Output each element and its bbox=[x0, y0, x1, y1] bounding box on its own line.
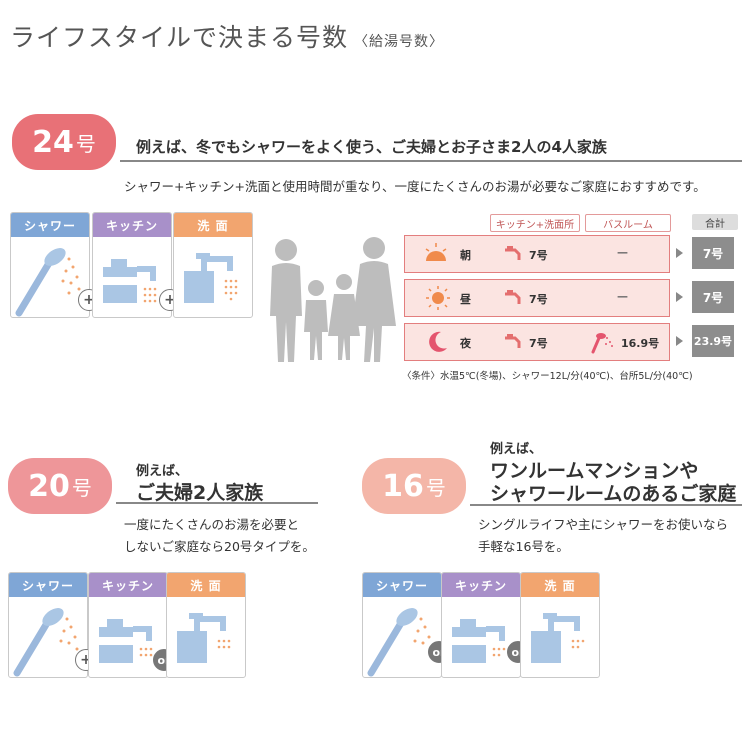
faucet-icon bbox=[505, 334, 521, 348]
row-kitchen-value: 7号 bbox=[529, 293, 548, 306]
kitchen-card-label: キッチン bbox=[93, 213, 171, 237]
washroom-faucet-icon bbox=[177, 613, 231, 663]
washroom-card: 洗 面 bbox=[173, 212, 253, 318]
washroom-faucet-icon bbox=[184, 253, 238, 303]
plan20-desc-2: しないご家庭なら20号タイプを。 bbox=[124, 539, 315, 554]
divider bbox=[116, 502, 318, 504]
shower-card: シャワー bbox=[10, 212, 90, 318]
kitchen-faucet-icon bbox=[103, 259, 157, 303]
plan16-lead-1: 例えば、 bbox=[490, 442, 543, 457]
plan24-desc: シャワー+キッチン+洗面と使用時間が重なり、一度にたくさんのお湯が必要なご家庭に… bbox=[124, 179, 706, 194]
family-icon bbox=[270, 237, 396, 362]
kitchen-faucet-icon bbox=[452, 619, 506, 663]
badge-number: 20 bbox=[28, 468, 70, 504]
kitchen-card-label: キッチン bbox=[442, 573, 520, 597]
badge-unit: 号 bbox=[71, 475, 92, 500]
washroom-card-label: 洗 面 bbox=[174, 213, 252, 237]
shower-card: シャワー bbox=[8, 572, 88, 678]
kitchen-card: キッチン bbox=[441, 572, 521, 678]
row-bath-value: — bbox=[617, 246, 628, 259]
row-total: 7号 bbox=[692, 281, 734, 313]
kitchen-card: キッチン bbox=[92, 212, 172, 318]
plan24-lead: 例えば、冬でもシャワーをよく使う、ご夫婦とお子さま2人の4人家族 bbox=[136, 138, 607, 156]
arrow-icon bbox=[676, 248, 683, 258]
row-bath-value: 16.9号 bbox=[621, 337, 660, 350]
header-kitchen-washroom: キッチン+洗面所 bbox=[490, 214, 580, 232]
badge-number: 16 bbox=[382, 468, 424, 504]
conditions-note: 〈条件〉水温5℃(冬場)、シャワー12L/分(40℃)、台所5L/分(40℃) bbox=[402, 371, 693, 382]
table-row: 夜 7号 16.9号 bbox=[404, 323, 670, 361]
plan20-lead-2: ご夫婦2人家族 bbox=[136, 482, 264, 504]
row-total: 7号 bbox=[692, 237, 734, 269]
moon-icon bbox=[429, 331, 447, 352]
header-total: 合計 bbox=[692, 214, 738, 230]
sun-icon bbox=[426, 286, 450, 310]
badge-number: 24 bbox=[32, 124, 74, 160]
badge-24: 24 号 bbox=[12, 114, 116, 170]
arrow-icon bbox=[676, 292, 683, 302]
title-main: ライフスタイルで決まる号数 bbox=[10, 23, 349, 52]
shower-icon bbox=[591, 333, 613, 354]
table-row: 昼 7号 — bbox=[404, 279, 670, 317]
shower-head-icon bbox=[13, 608, 79, 677]
badge-20: 20 号 bbox=[8, 458, 112, 514]
badge-16: 16 号 bbox=[362, 458, 466, 514]
shower-head-icon bbox=[367, 608, 431, 677]
kitchen-faucet-icon bbox=[99, 619, 153, 663]
title-sub: 〈給湯号数〉 bbox=[354, 34, 445, 50]
row-time: 夜 bbox=[460, 337, 471, 350]
washroom-faucet-icon bbox=[531, 613, 585, 663]
plan16-lead-3: シャワールームのあるご家庭 bbox=[490, 483, 737, 505]
row-kitchen-value: 7号 bbox=[529, 337, 548, 350]
washroom-card: 洗 面 bbox=[520, 572, 600, 678]
plan20-desc-1: 一度にたくさんのお湯を必要と bbox=[124, 517, 300, 532]
badge-unit: 号 bbox=[425, 475, 446, 500]
row-time: 昼 bbox=[460, 293, 471, 306]
table-row: 朝 7号 — bbox=[404, 235, 670, 273]
washroom-card-label: 洗 面 bbox=[167, 573, 245, 597]
washroom-card-label: 洗 面 bbox=[521, 573, 599, 597]
plan20-lead-1: 例えば、 bbox=[136, 464, 189, 479]
faucet-icon bbox=[505, 246, 521, 260]
header-bathroom: バスルーム bbox=[585, 214, 671, 232]
badge-unit: 号 bbox=[75, 131, 96, 156]
row-total: 23.9号 bbox=[692, 325, 734, 357]
shower-card-label: シャワー bbox=[363, 573, 441, 597]
row-time: 朝 bbox=[460, 249, 471, 262]
plan16-desc-1: シングルライフや主にシャワーをお使いなら bbox=[478, 517, 729, 532]
plan16-lead-2: ワンルームマンションや bbox=[490, 460, 699, 482]
divider bbox=[470, 504, 742, 506]
row-kitchen-value: 7号 bbox=[529, 249, 548, 262]
washroom-card: 洗 面 bbox=[166, 572, 246, 678]
shower-card-label: シャワー bbox=[11, 213, 89, 237]
shower-card-label: シャワー bbox=[9, 573, 87, 597]
divider bbox=[120, 160, 742, 162]
sunrise-icon bbox=[425, 243, 447, 261]
kitchen-card-label: キッチン bbox=[89, 573, 167, 597]
arrow-icon bbox=[676, 336, 683, 346]
row-bath-value: — bbox=[617, 290, 628, 303]
shower-card: シャワー bbox=[362, 572, 442, 678]
faucet-icon bbox=[505, 290, 521, 304]
page-title: ライフスタイルで決まる号数 〈給湯号数〉 bbox=[10, 18, 444, 54]
shower-head-icon bbox=[15, 248, 81, 317]
plan16-desc-2: 手軽な16号を。 bbox=[478, 539, 569, 554]
